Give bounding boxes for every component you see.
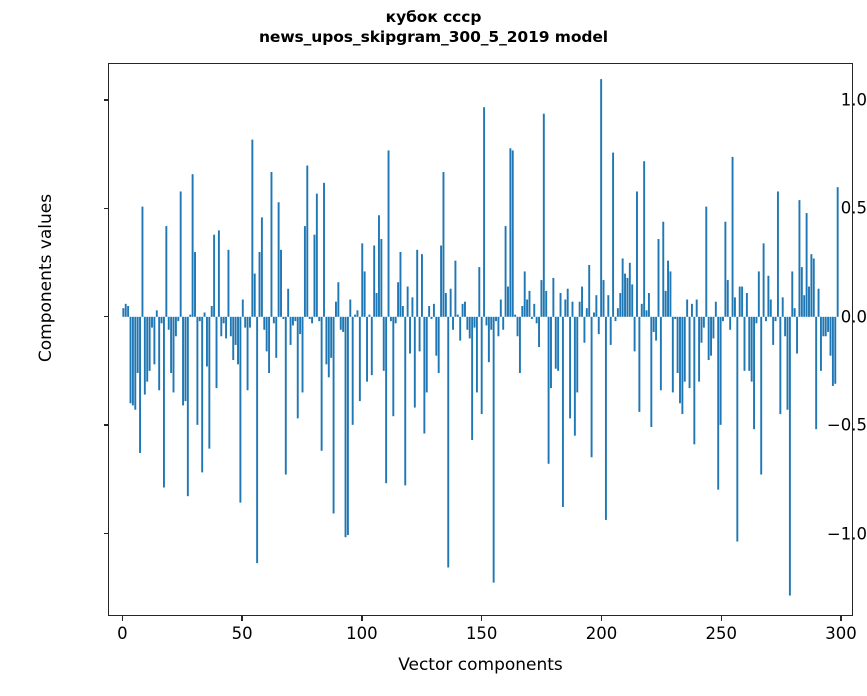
x-tick-mark — [600, 616, 603, 621]
x-tick-mark — [241, 616, 243, 621]
y-tick-mark — [104, 532, 109, 535]
x-tick-mark — [480, 616, 483, 621]
y-tick-mark — [104, 424, 109, 426]
x-tick-mark — [121, 616, 124, 621]
y-axis-label: Components values — [36, 193, 56, 363]
x-tick-label: 0 — [117, 624, 128, 643]
y-tick-label: −0.5 — [826, 415, 867, 435]
y-tick-label: −1.0 — [826, 524, 867, 544]
y-tick-label: 1.0 — [840, 90, 867, 110]
chart-title-line-1: кубок сссp — [385, 8, 482, 26]
x-tick-mark — [840, 616, 842, 621]
x-tick-label: 100 — [346, 624, 378, 643]
x-tick-label: 300 — [825, 624, 857, 643]
chart-title-line-2: news_upos_skipgram_300_5_2019 model — [258, 27, 609, 46]
y-tick-label: 0.5 — [840, 198, 867, 218]
y-tick-mark — [104, 207, 109, 209]
y-tick-mark — [104, 316, 109, 318]
x-axis-label: Vector components — [398, 655, 563, 675]
x-tick-label: 50 — [231, 624, 253, 643]
x-tick-label: 250 — [705, 624, 737, 643]
y-tick-mark — [104, 99, 109, 101]
chart-title: кубок сссp news_upos_skipgram_300_5_2019… — [0, 8, 867, 48]
x-tick-label: 150 — [465, 624, 498, 643]
x-tick-label: 200 — [585, 624, 618, 643]
plot-axes-area — [108, 63, 853, 616]
y-tick-label: 0.0 — [840, 307, 867, 327]
bar-series — [122, 79, 839, 596]
x-tick-mark — [361, 616, 363, 621]
x-tick-mark — [720, 616, 722, 621]
